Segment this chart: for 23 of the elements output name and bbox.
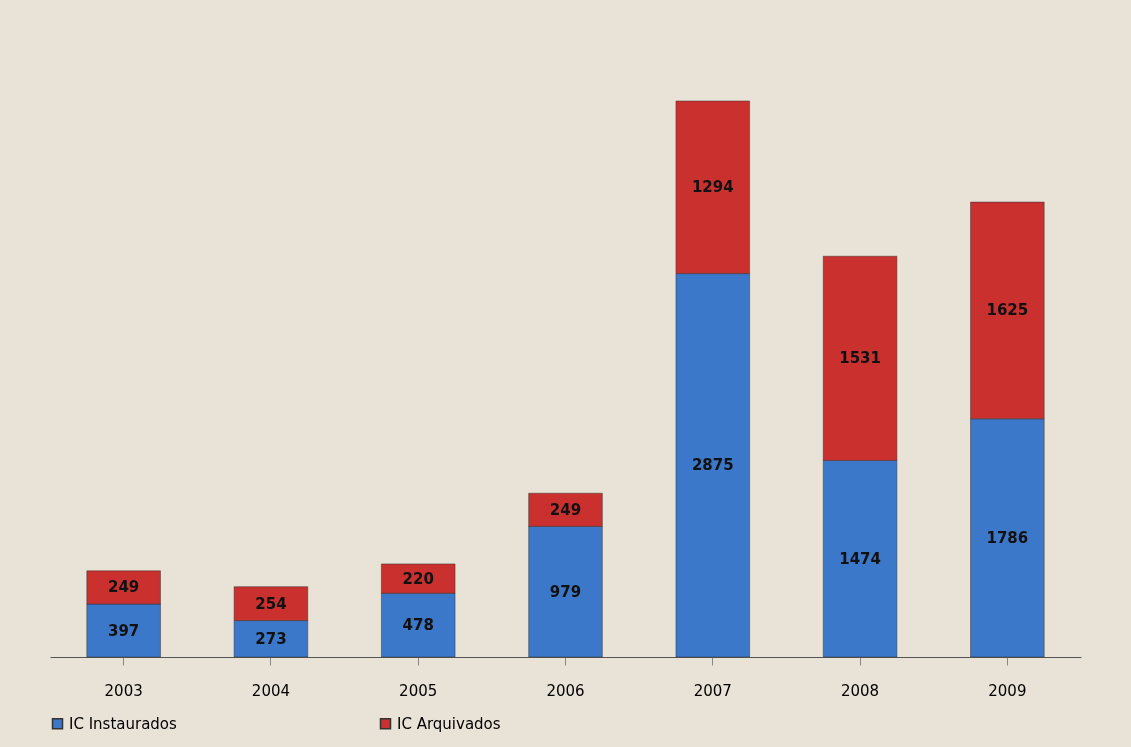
data-label: 478: [402, 616, 434, 635]
data-label: 2875: [691, 456, 734, 475]
x-tick-label: 2009: [988, 681, 1027, 700]
data-label: 220: [402, 569, 434, 588]
data-label: 273: [255, 629, 287, 648]
legend-label: IC Arquivados: [397, 714, 501, 733]
x-tick-label: 2005: [399, 681, 438, 700]
x-tick-label: 2006: [546, 681, 585, 700]
x-tick-label: 2007: [693, 681, 732, 700]
data-label: 1625: [986, 301, 1029, 320]
data-label: 249: [549, 500, 582, 519]
x-tick-label: 2008: [840, 681, 880, 700]
data-label: 397: [107, 621, 140, 640]
data-label: 254: [255, 594, 287, 613]
x-tick-label: 2004: [251, 681, 291, 700]
data-label: 1531: [839, 349, 881, 368]
x-tick-label: 2003: [104, 681, 143, 700]
legend-label: IC Instaurados: [69, 714, 178, 733]
data-label: 249: [107, 578, 140, 597]
data-label: 1474: [839, 549, 881, 568]
data-label: 979: [549, 582, 582, 601]
data-label: 1294: [691, 178, 734, 197]
data-label: 1786: [986, 528, 1029, 547]
